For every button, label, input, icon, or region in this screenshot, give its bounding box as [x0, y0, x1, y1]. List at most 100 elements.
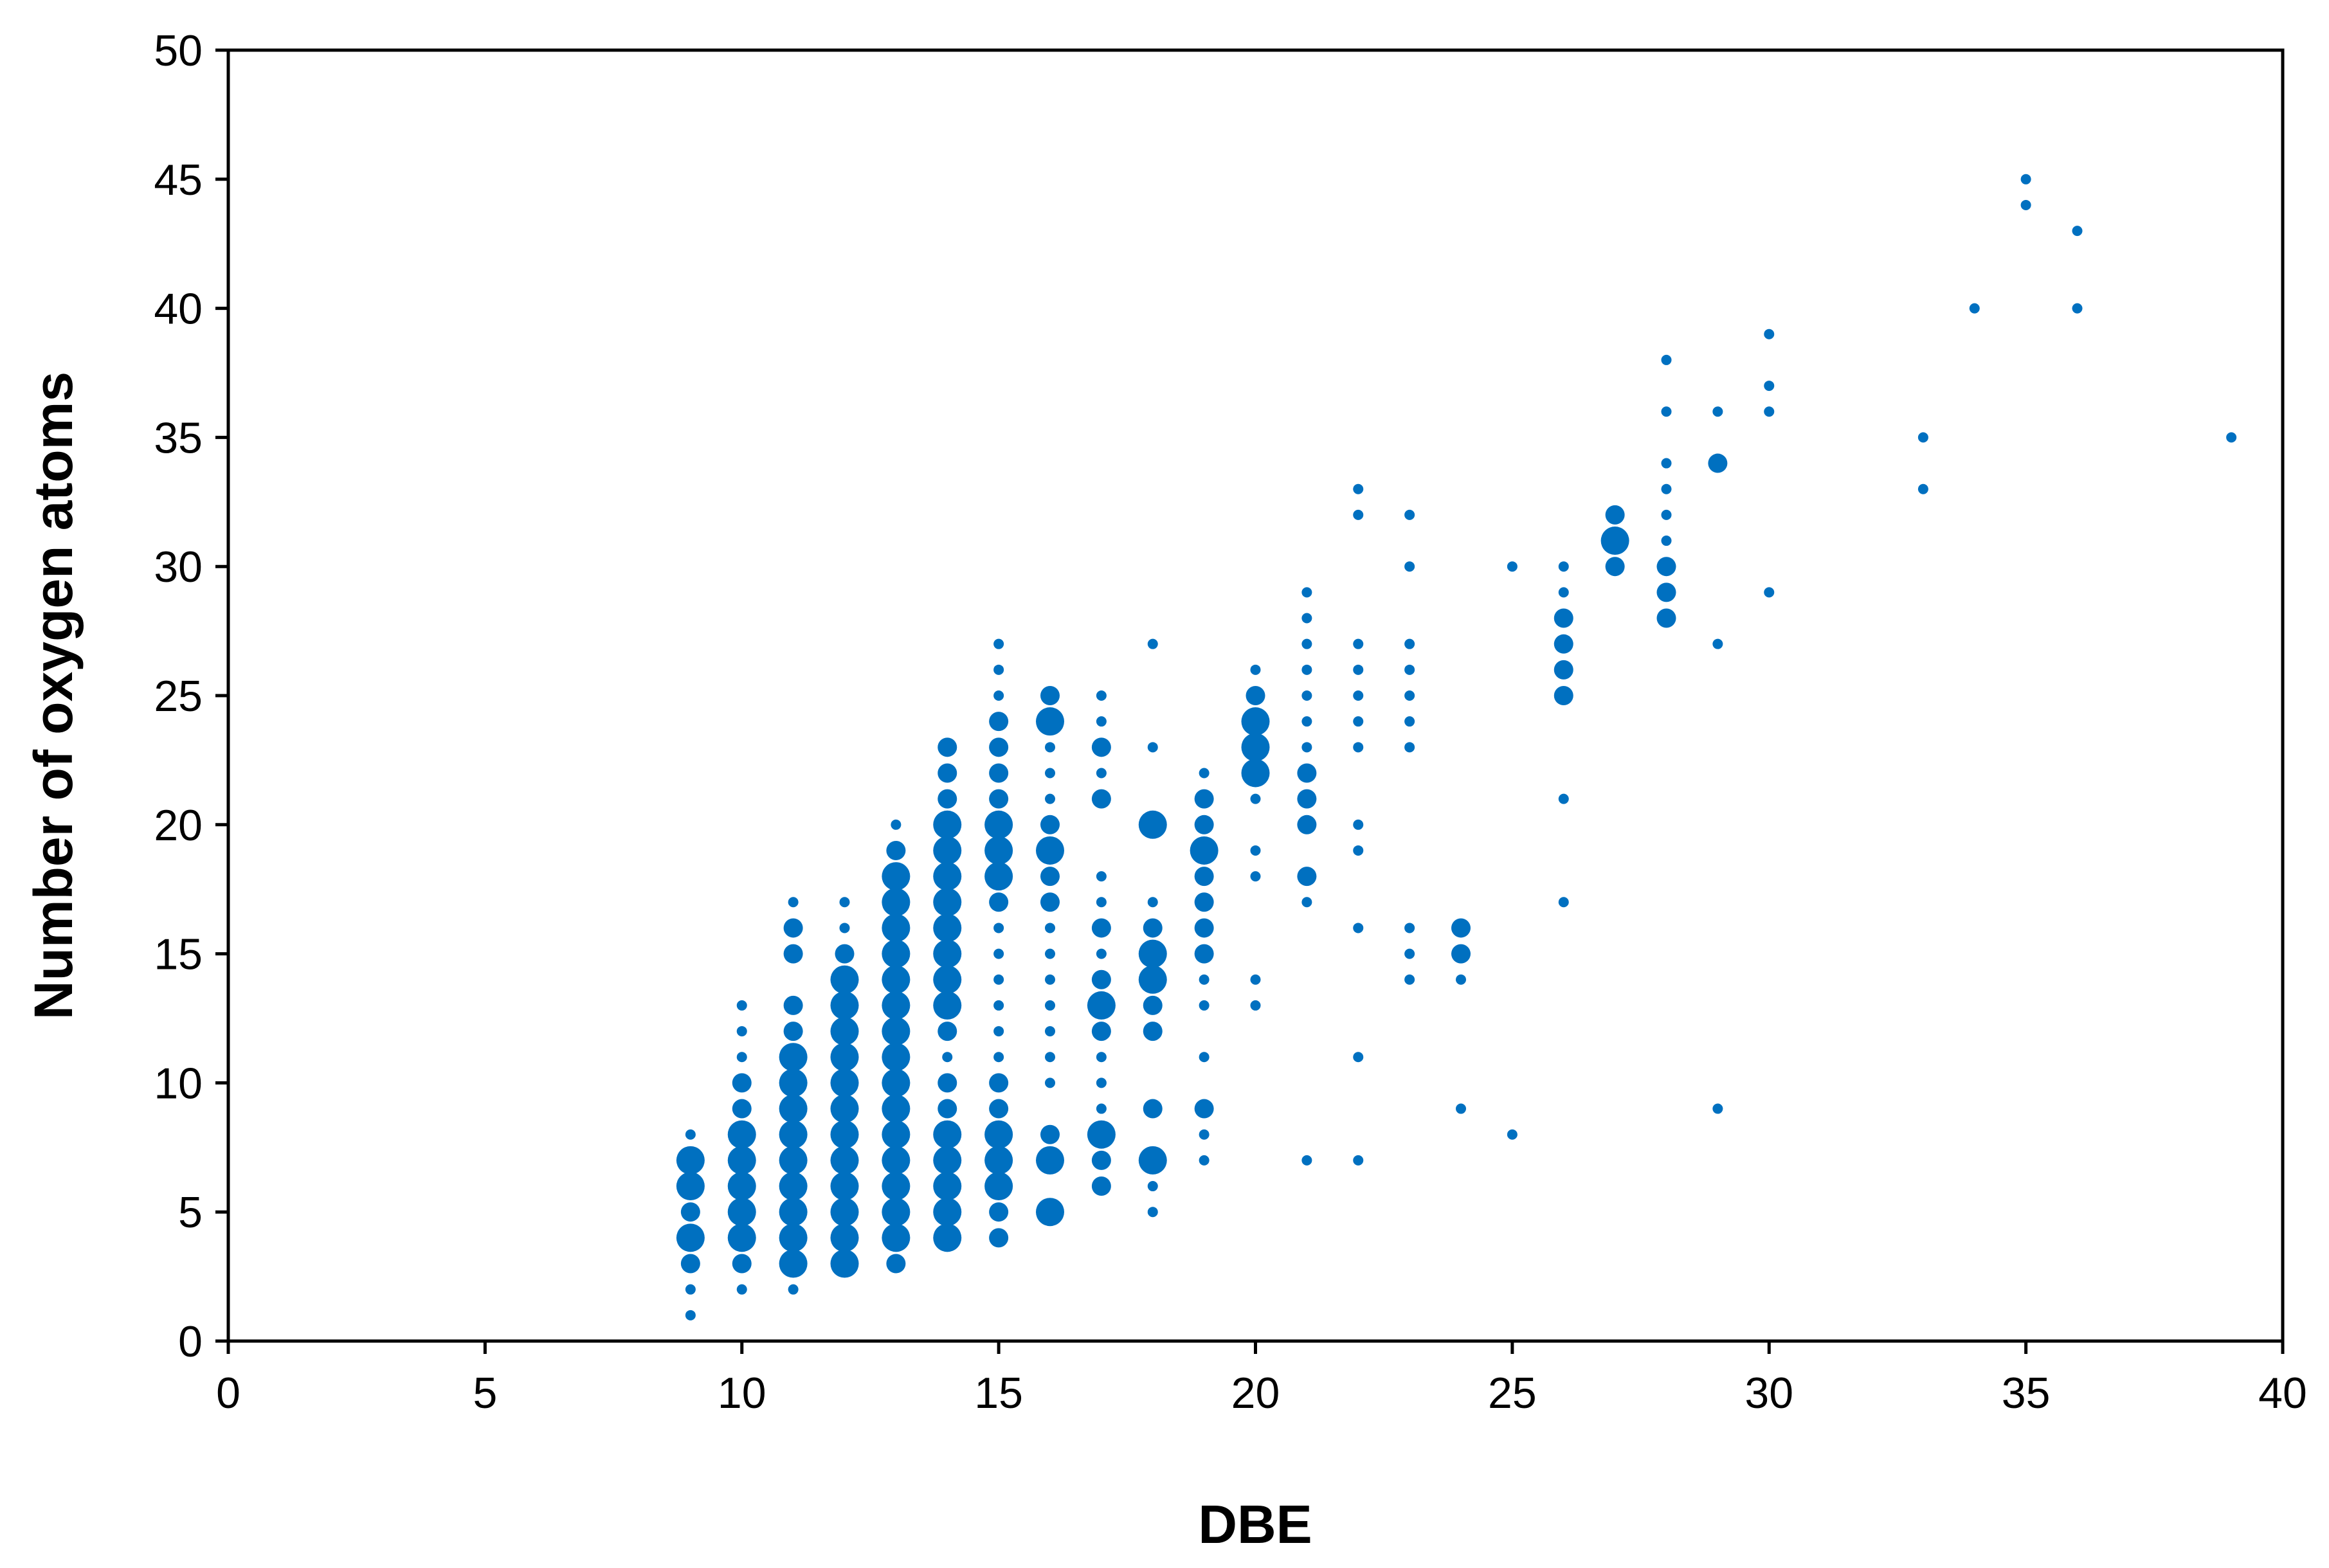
scatter-point [1194, 944, 1214, 964]
scatter-point [1194, 892, 1214, 912]
scatter-point [891, 819, 902, 830]
scatter-point [1250, 793, 1261, 804]
scatter-point [1353, 664, 1364, 675]
scatter-point [727, 1146, 756, 1175]
scatter-point [933, 888, 962, 917]
x-tick-label: 20 [1231, 1369, 1280, 1418]
scatter-point [1194, 815, 1214, 834]
scatter-point [680, 1254, 700, 1274]
scatter-point [882, 914, 911, 942]
scatter-point [1143, 995, 1163, 1015]
scatter-point [938, 763, 957, 783]
scatter-point [886, 1254, 906, 1274]
scatter-point [1353, 1052, 1364, 1063]
scatter-point [2020, 199, 2031, 210]
scatter-point [1712, 638, 1723, 649]
x-tick-label: 35 [2002, 1369, 2051, 1418]
scatter-point [1143, 1022, 1163, 1041]
scatter-point [1301, 1155, 1312, 1166]
y-tick-label: 40 [154, 285, 203, 334]
scatter-point [882, 1198, 911, 1227]
scatter-point [933, 1223, 962, 1252]
scatter-point [1096, 1077, 1107, 1088]
scatter-point [989, 892, 1009, 912]
scatter-point [1661, 406, 1672, 417]
scatter-point [1558, 793, 1569, 804]
scatter-point [1451, 944, 1471, 964]
y-axis: 0 5 10 15 20 25 30 35 40 45 50 [154, 26, 228, 1366]
scatter-point [1091, 737, 1111, 757]
scatter-point [1353, 845, 1364, 856]
scatter-point [989, 737, 1009, 757]
scatter-point [1138, 939, 1167, 968]
scatter-point [989, 1202, 1009, 1222]
scatter-point [1194, 918, 1214, 938]
scatter-point [727, 1198, 756, 1227]
scatter-point [830, 1094, 859, 1123]
scatter-point [1138, 965, 1167, 994]
scatter-point [1045, 793, 1055, 804]
scatter-point [882, 991, 911, 1020]
x-tick-label: 40 [2258, 1369, 2307, 1418]
scatter-point [1143, 1099, 1163, 1119]
y-tick-label: 20 [154, 801, 203, 850]
scatter-point [685, 1310, 696, 1320]
scatter-point [984, 1172, 1013, 1201]
scatter-point [1297, 867, 1317, 887]
scatter-point [1091, 1022, 1111, 1041]
scatter-point [1404, 561, 1415, 572]
scatter-point [1297, 763, 1317, 783]
scatter-point [779, 1249, 808, 1278]
scatter-point [1353, 690, 1364, 701]
scatter-point [1040, 867, 1060, 887]
scatter-point [1045, 923, 1055, 933]
x-tick-label: 5 [473, 1369, 497, 1418]
scatter-point [1091, 1176, 1111, 1196]
scatter-point [1661, 354, 1672, 365]
scatter-point [1917, 432, 1928, 443]
scatter-point [1661, 509, 1672, 520]
scatter-point [1040, 1124, 1060, 1144]
scatter-point [1045, 768, 1055, 779]
scatter-point [1096, 1103, 1107, 1114]
scatter-point [783, 1022, 803, 1041]
scatter-point [1456, 974, 1466, 985]
scatter-point [1045, 948, 1055, 959]
scatter-point [1764, 587, 1775, 598]
scatter-point [882, 1172, 911, 1201]
scatter-point [1096, 1052, 1107, 1063]
scatter-point [1605, 505, 1625, 525]
scatter-point [1712, 1103, 1723, 1114]
scatter-point [1096, 871, 1107, 882]
scatter-point [1605, 557, 1625, 577]
x-tick-label: 15 [974, 1369, 1023, 1418]
scatter-point [984, 810, 1013, 839]
scatter-point [993, 948, 1004, 959]
scatter-point [1250, 871, 1261, 882]
scatter-point [736, 1026, 747, 1037]
x-tick-label: 25 [1488, 1369, 1537, 1418]
scatter-point [1241, 733, 1270, 762]
scatter-point [1045, 1000, 1055, 1011]
scatter-point [830, 1043, 859, 1072]
y-tick-label: 25 [154, 672, 203, 721]
scatter-point [732, 1099, 752, 1119]
scatter-point [938, 1022, 957, 1041]
scatter-point [1091, 1150, 1111, 1170]
scatter-point [1241, 759, 1270, 788]
x-tick-label: 0 [216, 1369, 240, 1418]
scatter-point [933, 1146, 962, 1175]
scatter-point [1147, 897, 1158, 908]
scatter-point [727, 1120, 756, 1149]
scatter-point [727, 1172, 756, 1201]
scatter-point [1301, 664, 1312, 675]
scatter-point [882, 1120, 911, 1149]
scatter-point [993, 638, 1004, 649]
scatter-point [1147, 1181, 1158, 1192]
scatter-point [1036, 1198, 1064, 1227]
scatter-point [1656, 608, 1676, 628]
scatter-point [1040, 815, 1060, 834]
scatter-point [1764, 406, 1775, 417]
scatter-point [933, 965, 962, 994]
